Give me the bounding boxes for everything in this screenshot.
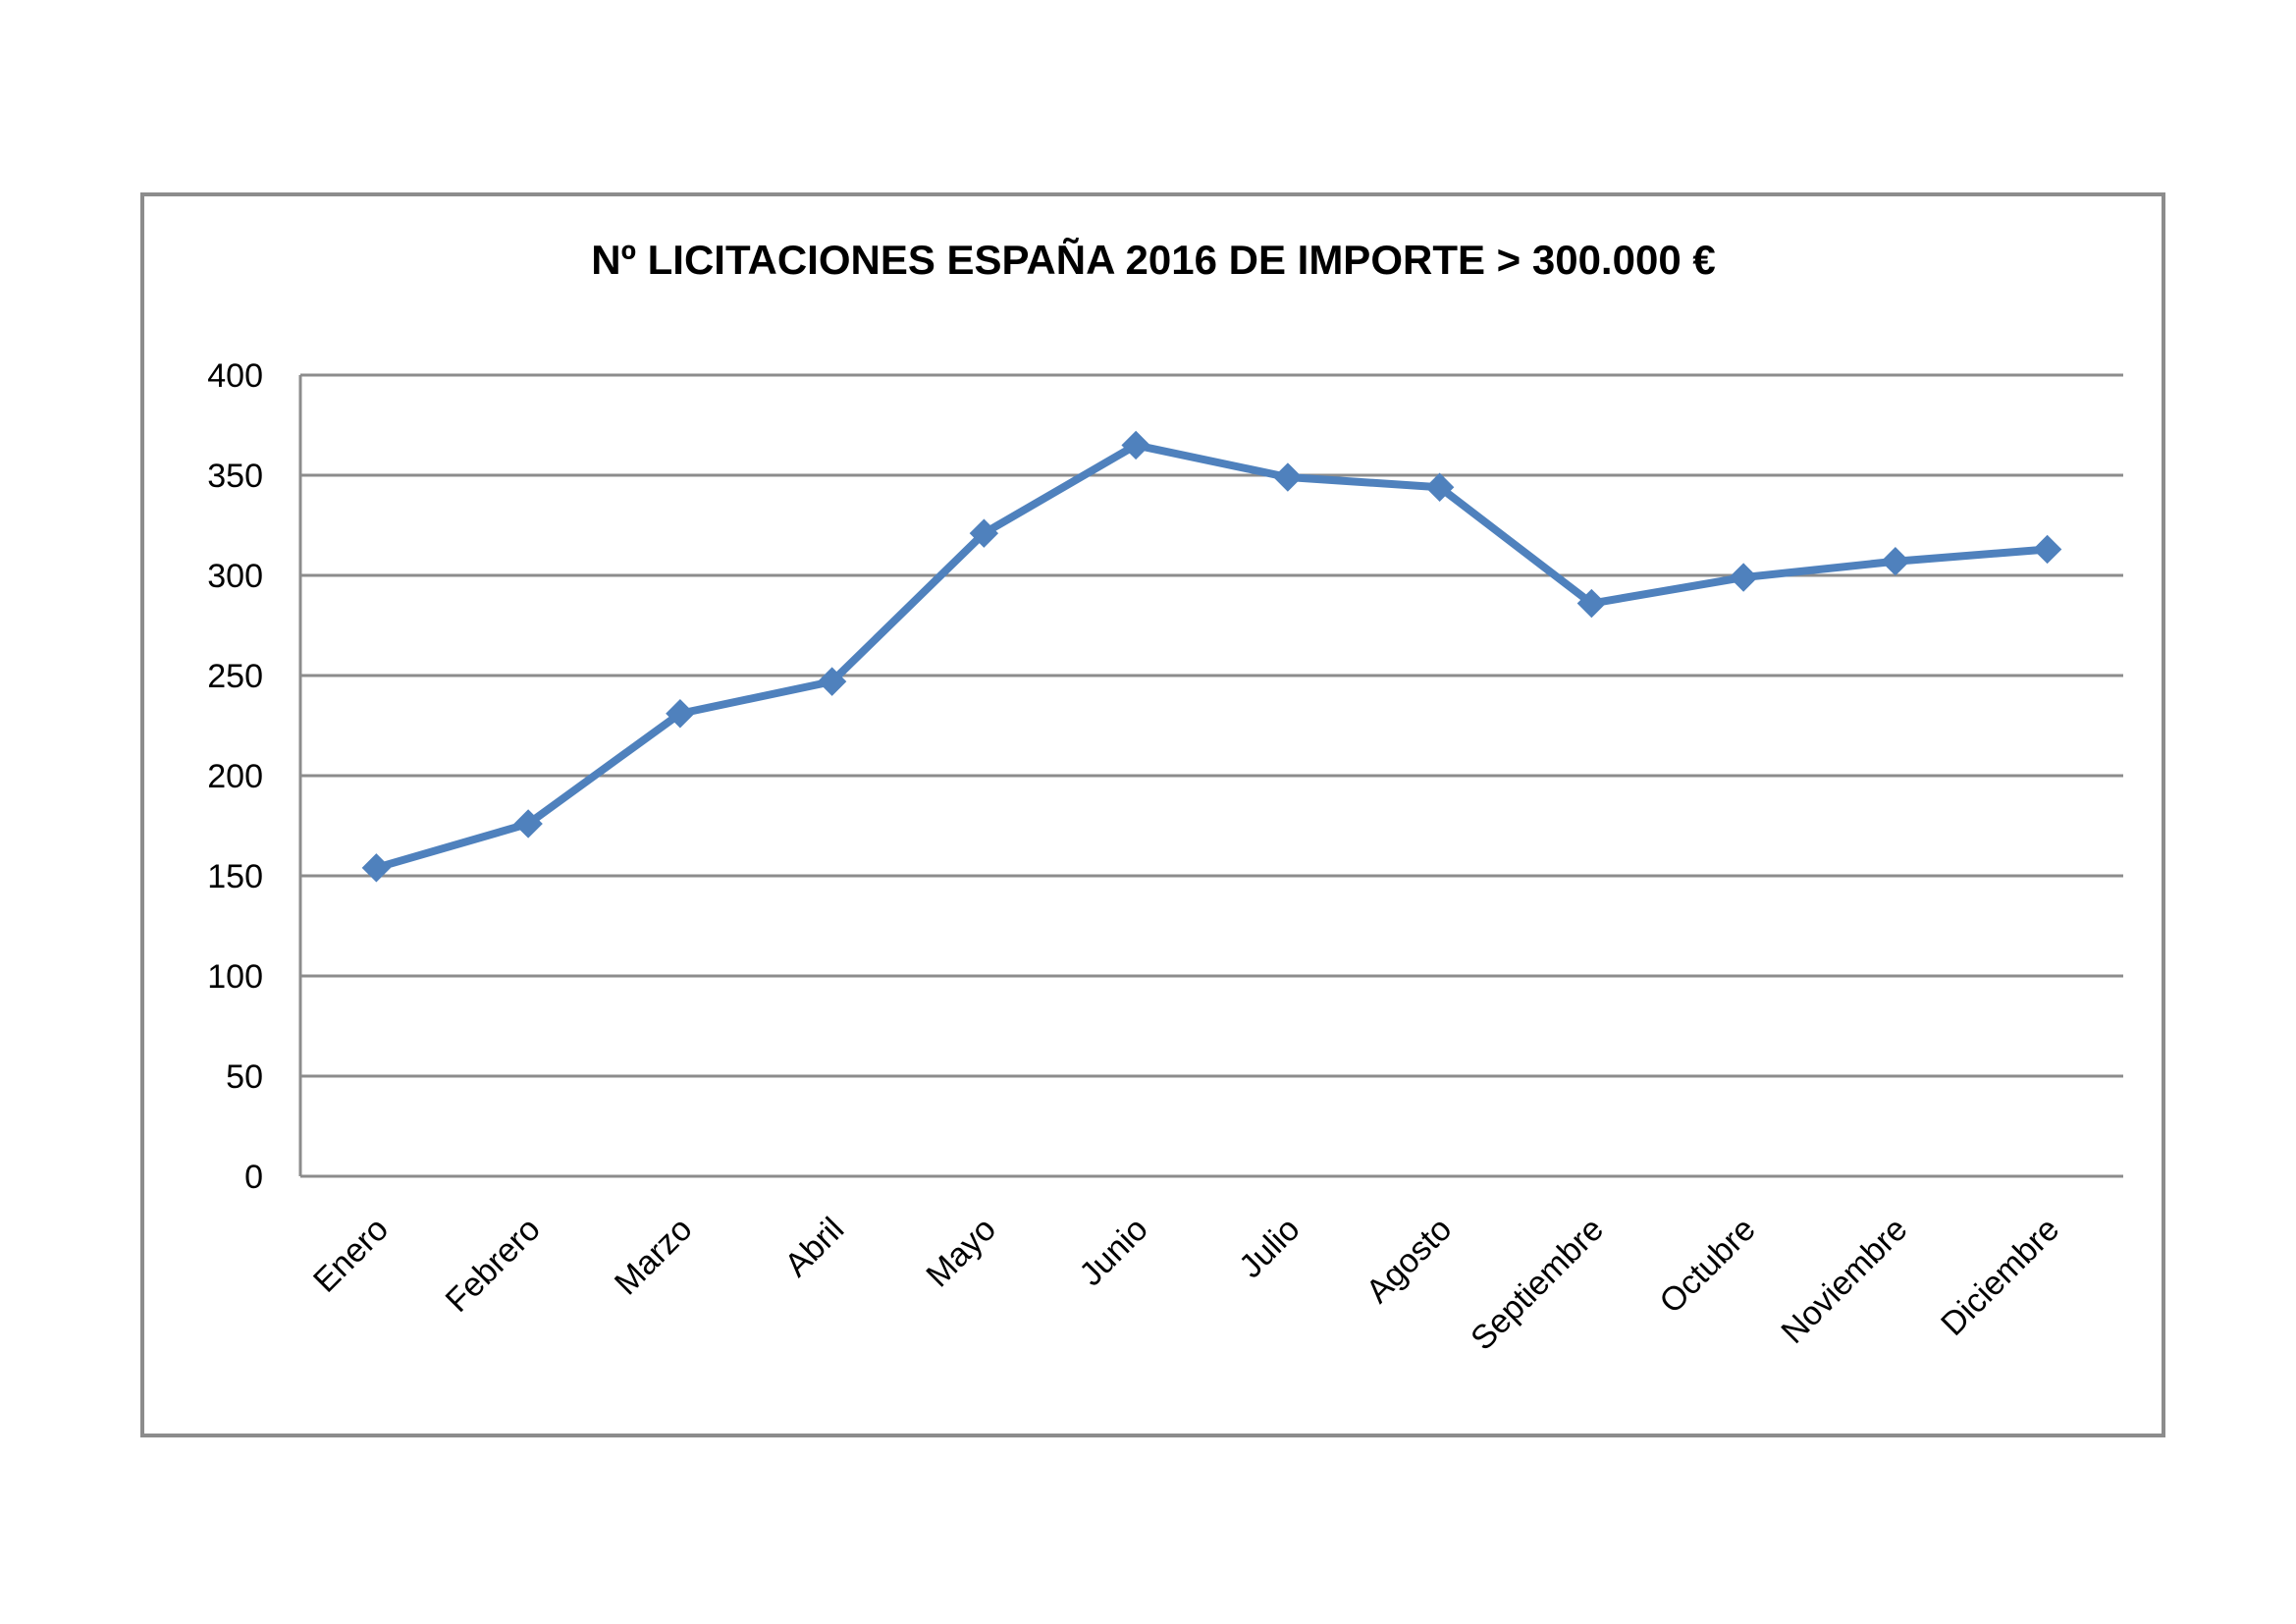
data-point-abril: [817, 667, 847, 696]
x-tick-label: Febrero: [439, 1211, 548, 1320]
x-tick-label: Diciembre: [1934, 1211, 2066, 1343]
data-point-marzo: [666, 699, 695, 729]
chart-title: Nº LICITACIONES ESPAÑA 2016 DE IMPORTE >…: [591, 237, 1715, 283]
x-axis-category-labels: Enero Febrero Marzo Abril Mayo Junio Julio Agos…: [306, 1211, 2066, 1358]
y-tick-label: 350: [207, 458, 263, 495]
series-line: [372, 441, 2052, 872]
data-point-enero: [361, 853, 392, 883]
data-point-junio: [1121, 430, 1150, 460]
data-point-diciembre: [2032, 534, 2062, 565]
y-tick-label: 50: [226, 1058, 263, 1096]
data-point-julio: [1273, 462, 1303, 492]
data-point-noviembre: [1881, 547, 1910, 576]
gridlines: [300, 373, 2123, 1078]
x-tick-label: Abril: [777, 1211, 851, 1284]
data-point-mayo: [969, 518, 999, 548]
y-tick-label: 200: [207, 758, 263, 795]
x-tick-label: Marzo: [608, 1211, 700, 1303]
y-axis-tick-labels: 0 50 100 150 200 250 300 350 400: [207, 357, 263, 1196]
axes: [298, 375, 2123, 1178]
y-tick-label: 300: [207, 558, 263, 595]
data-series: [361, 430, 2062, 883]
y-tick-label: 0: [244, 1159, 263, 1196]
data-point-agosto: [1424, 472, 1455, 502]
y-tick-label: 100: [207, 958, 263, 996]
x-tick-label: Octubre: [1652, 1211, 1762, 1321]
y-tick-label: 250: [207, 658, 263, 695]
data-point-febrero: [513, 809, 543, 839]
x-tick-label: Julio: [1232, 1211, 1307, 1285]
x-tick-label: Septiembre: [1464, 1211, 1611, 1358]
y-tick-label: 150: [207, 858, 263, 895]
x-tick-label: Mayo: [919, 1211, 1003, 1295]
x-tick-label: Junio: [1072, 1211, 1154, 1293]
y-tick-label: 400: [207, 357, 263, 395]
data-point-octubre: [1729, 563, 1758, 592]
x-tick-label: Noviembre: [1774, 1211, 1914, 1351]
chart-frame: [140, 192, 2165, 1437]
data-point-septiembre: [1576, 588, 1607, 619]
x-tick-label: Agosto: [1360, 1211, 1460, 1311]
x-tick-label: Enero: [306, 1211, 396, 1300]
